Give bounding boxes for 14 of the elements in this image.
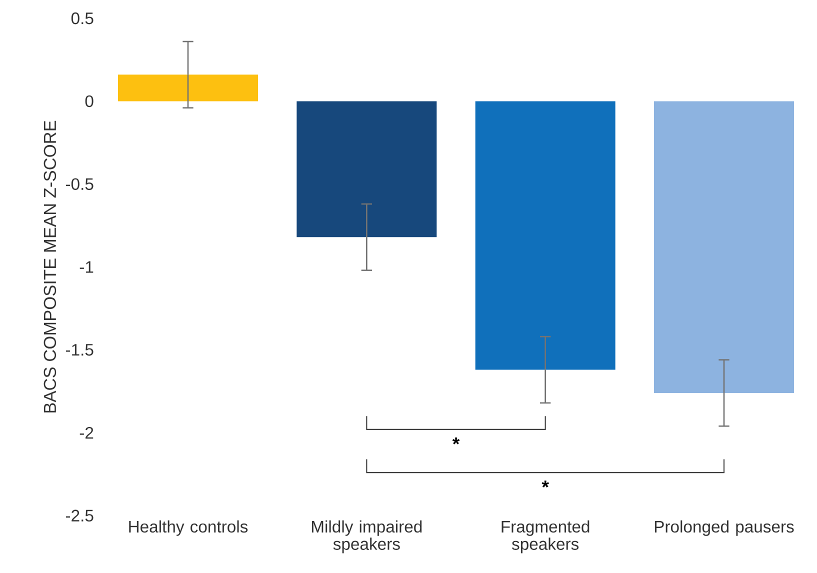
y-tick-label: -0.5 [66,178,94,190]
y-tick-label: 0.5 [71,12,94,24]
x-tick-label: Healthy controls [129,520,248,536]
annotation: * [542,480,549,488]
y-tick-label: -2.5 [66,510,94,522]
annotation: * [452,437,460,444]
y-axis-title: BACS COMPOSITE MEAN Z-SCORE [44,120,56,412]
y-tick-label: 0 [85,95,94,108]
y-tick-label: -1.5 [66,344,94,356]
y-tick-label: -1 [80,261,94,273]
y-tick-label: -2 [80,426,94,439]
x-tick-label: Prolonged pausers [654,520,794,536]
x-tick-label: Fragmented speakers [502,520,590,554]
x-tick-label: Mildly impaired speakers [312,520,422,554]
